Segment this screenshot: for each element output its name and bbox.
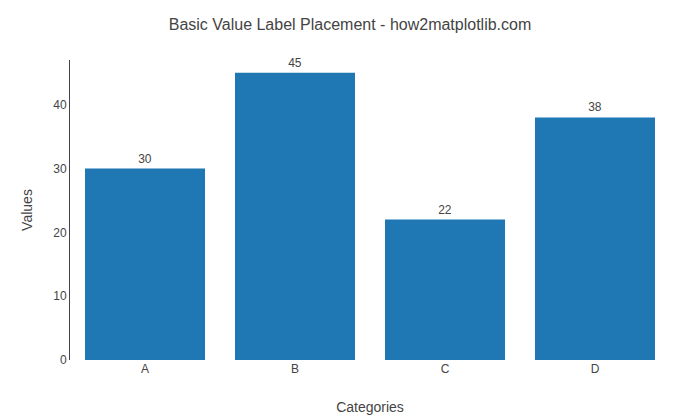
- svg-text:45: 45: [288, 56, 302, 70]
- svg-text:Values: Values: [19, 189, 35, 231]
- svg-text:A: A: [141, 362, 149, 376]
- svg-text:38: 38: [588, 100, 602, 114]
- svg-text:Basic Value Label Placement -: Basic Value Label Placement - how2matplo…: [169, 16, 532, 33]
- svg-text:20: 20: [53, 226, 67, 240]
- svg-text:22: 22: [438, 203, 452, 217]
- svg-text:40: 40: [53, 98, 67, 112]
- svg-text:10: 10: [53, 289, 67, 303]
- svg-text:30: 30: [138, 152, 152, 166]
- svg-text:C: C: [441, 362, 450, 376]
- svg-text:B: B: [291, 362, 299, 376]
- svg-text:D: D: [591, 362, 600, 376]
- svg-text:0: 0: [60, 353, 67, 367]
- svg-text:30: 30: [53, 162, 67, 176]
- svg-text:Categories: Categories: [336, 399, 404, 415]
